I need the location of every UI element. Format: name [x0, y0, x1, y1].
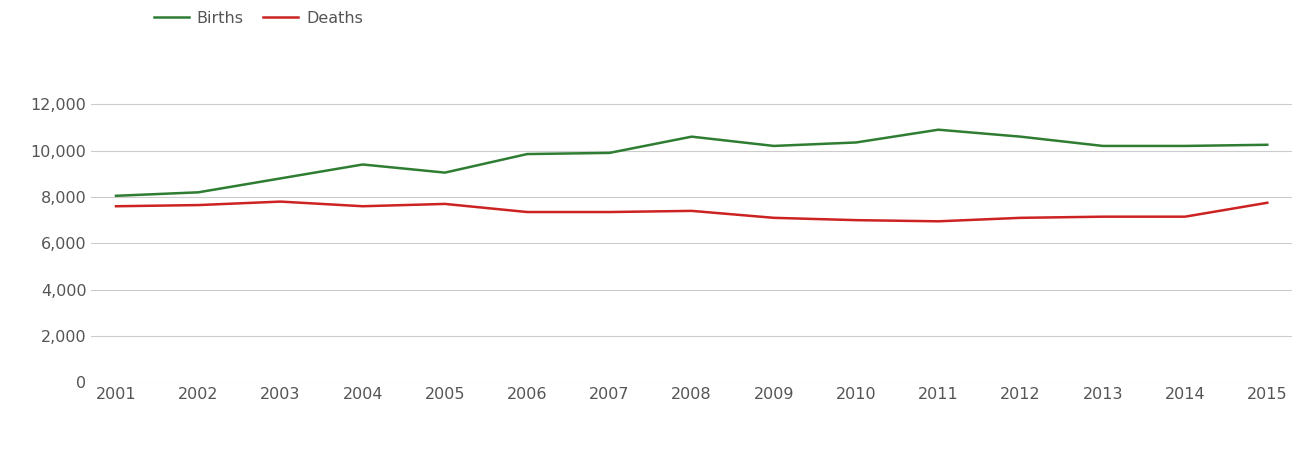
Deaths — [1095, 214, 1111, 220]
Deaths — [1013, 215, 1028, 220]
Deaths — [684, 208, 699, 214]
Births — [1013, 134, 1028, 140]
Deaths — [848, 217, 864, 223]
Births — [191, 189, 206, 195]
Line: Births: Births — [116, 130, 1267, 196]
Legend: Births, Deaths: Births, Deaths — [147, 4, 369, 32]
Deaths — [355, 203, 371, 209]
Births — [1259, 142, 1275, 148]
Births — [108, 193, 124, 198]
Deaths — [437, 201, 453, 207]
Births — [602, 150, 617, 156]
Deaths — [602, 209, 617, 215]
Deaths — [108, 203, 124, 209]
Deaths — [1177, 214, 1193, 220]
Births — [766, 143, 782, 148]
Births — [437, 170, 453, 176]
Births — [1177, 143, 1193, 148]
Births — [684, 134, 699, 140]
Deaths — [930, 219, 946, 224]
Deaths — [766, 215, 782, 220]
Births — [1095, 143, 1111, 148]
Births — [355, 162, 371, 167]
Births — [848, 140, 864, 145]
Deaths — [273, 199, 288, 204]
Births — [519, 151, 535, 157]
Deaths — [1259, 200, 1275, 206]
Births — [930, 127, 946, 132]
Deaths — [191, 202, 206, 208]
Births — [273, 176, 288, 181]
Deaths — [519, 209, 535, 215]
Line: Deaths: Deaths — [116, 202, 1267, 221]
